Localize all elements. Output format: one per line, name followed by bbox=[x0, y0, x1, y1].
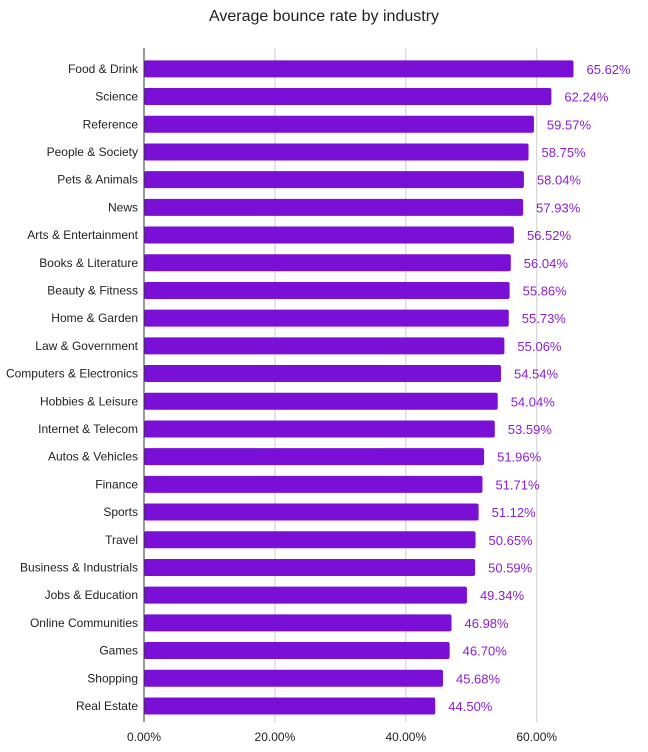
category-label: Books & Literature bbox=[39, 256, 138, 270]
category-label: Internet & Telecom bbox=[38, 422, 138, 436]
value-label: 46.98% bbox=[465, 616, 510, 631]
value-label: 55.73% bbox=[522, 311, 567, 326]
bar bbox=[144, 365, 501, 383]
category-label: Business & Industrials bbox=[20, 560, 138, 574]
bar bbox=[144, 143, 529, 161]
category-label: Computers & Electronics bbox=[6, 367, 138, 381]
bar bbox=[144, 531, 476, 549]
category-label: Home & Garden bbox=[51, 311, 138, 325]
category-label: Food & Drink bbox=[68, 62, 139, 76]
bar bbox=[144, 309, 509, 327]
bar bbox=[144, 558, 476, 576]
x-tick-label: 60.00% bbox=[516, 730, 557, 744]
category-label: Beauty & Fitness bbox=[47, 283, 138, 297]
value-label: 51.96% bbox=[497, 450, 542, 465]
category-label: Reference bbox=[83, 117, 139, 131]
value-label: 59.57% bbox=[547, 117, 592, 132]
bar bbox=[144, 586, 467, 604]
value-label: 51.71% bbox=[495, 477, 540, 492]
chart-title: Average bounce rate by industry bbox=[208, 8, 440, 25]
category-label: Real Estate bbox=[76, 699, 138, 713]
bar bbox=[144, 337, 505, 355]
value-label: 55.06% bbox=[517, 339, 562, 354]
value-label: 50.65% bbox=[489, 533, 534, 548]
category-label: People & Society bbox=[47, 145, 138, 159]
bar bbox=[144, 60, 574, 78]
bar bbox=[144, 642, 450, 660]
bar bbox=[144, 88, 552, 106]
category-label: Games bbox=[99, 644, 138, 658]
labels: 0.00% 20.00% 40.00% 60.00% Food & Drink 65.62… bbox=[6, 62, 631, 744]
value-label: 58.04% bbox=[537, 173, 582, 188]
x-tick-label: 20.00% bbox=[255, 730, 296, 744]
value-label: 56.04% bbox=[524, 256, 569, 271]
category-label: Arts & Entertainment bbox=[27, 228, 138, 242]
value-label: 56.52% bbox=[527, 228, 572, 243]
bar bbox=[144, 448, 485, 466]
category-label: Shopping bbox=[87, 671, 138, 685]
bar bbox=[144, 171, 524, 189]
value-label: 51.12% bbox=[492, 505, 537, 520]
category-label: Travel bbox=[105, 533, 138, 547]
value-label: 54.54% bbox=[514, 367, 559, 382]
bars bbox=[144, 60, 574, 715]
bar bbox=[144, 503, 479, 521]
bar bbox=[144, 420, 495, 438]
bar bbox=[144, 281, 510, 299]
value-label: 55.86% bbox=[523, 283, 568, 298]
category-label: Online Communities bbox=[30, 616, 138, 630]
category-label: News bbox=[108, 200, 138, 214]
category-label: Science bbox=[95, 90, 138, 104]
bar bbox=[144, 614, 452, 632]
category-label: Law & Government bbox=[35, 339, 138, 353]
bar bbox=[144, 475, 483, 493]
value-label: 62.24% bbox=[564, 90, 609, 105]
value-label: 50.59% bbox=[488, 560, 533, 575]
bar bbox=[144, 697, 436, 715]
bar bbox=[144, 254, 511, 272]
value-label: 46.70% bbox=[463, 644, 508, 659]
bar bbox=[144, 198, 524, 216]
value-label: 57.93% bbox=[536, 200, 581, 215]
value-label: 49.34% bbox=[480, 588, 525, 603]
bar bbox=[144, 226, 514, 244]
category-label: Sports bbox=[103, 505, 138, 519]
value-label: 45.68% bbox=[456, 671, 501, 686]
category-label: Hobbies & Leisure bbox=[40, 394, 138, 408]
category-label: Jobs & Education bbox=[45, 588, 138, 602]
value-label: 58.75% bbox=[542, 145, 587, 160]
category-label: Autos & Vehicles bbox=[48, 450, 138, 464]
bar bbox=[144, 392, 498, 410]
x-tick-label: 40.00% bbox=[385, 730, 426, 744]
x-tick-label: 0.00% bbox=[127, 730, 161, 744]
value-label: 53.59% bbox=[508, 422, 553, 437]
category-label: Pets & Animals bbox=[57, 173, 138, 187]
bar bbox=[144, 669, 443, 687]
category-label: Finance bbox=[95, 477, 138, 491]
value-label: 54.04% bbox=[511, 394, 556, 409]
value-label: 44.50% bbox=[448, 699, 493, 714]
bar bbox=[144, 115, 534, 133]
value-label: 65.62% bbox=[587, 62, 632, 77]
